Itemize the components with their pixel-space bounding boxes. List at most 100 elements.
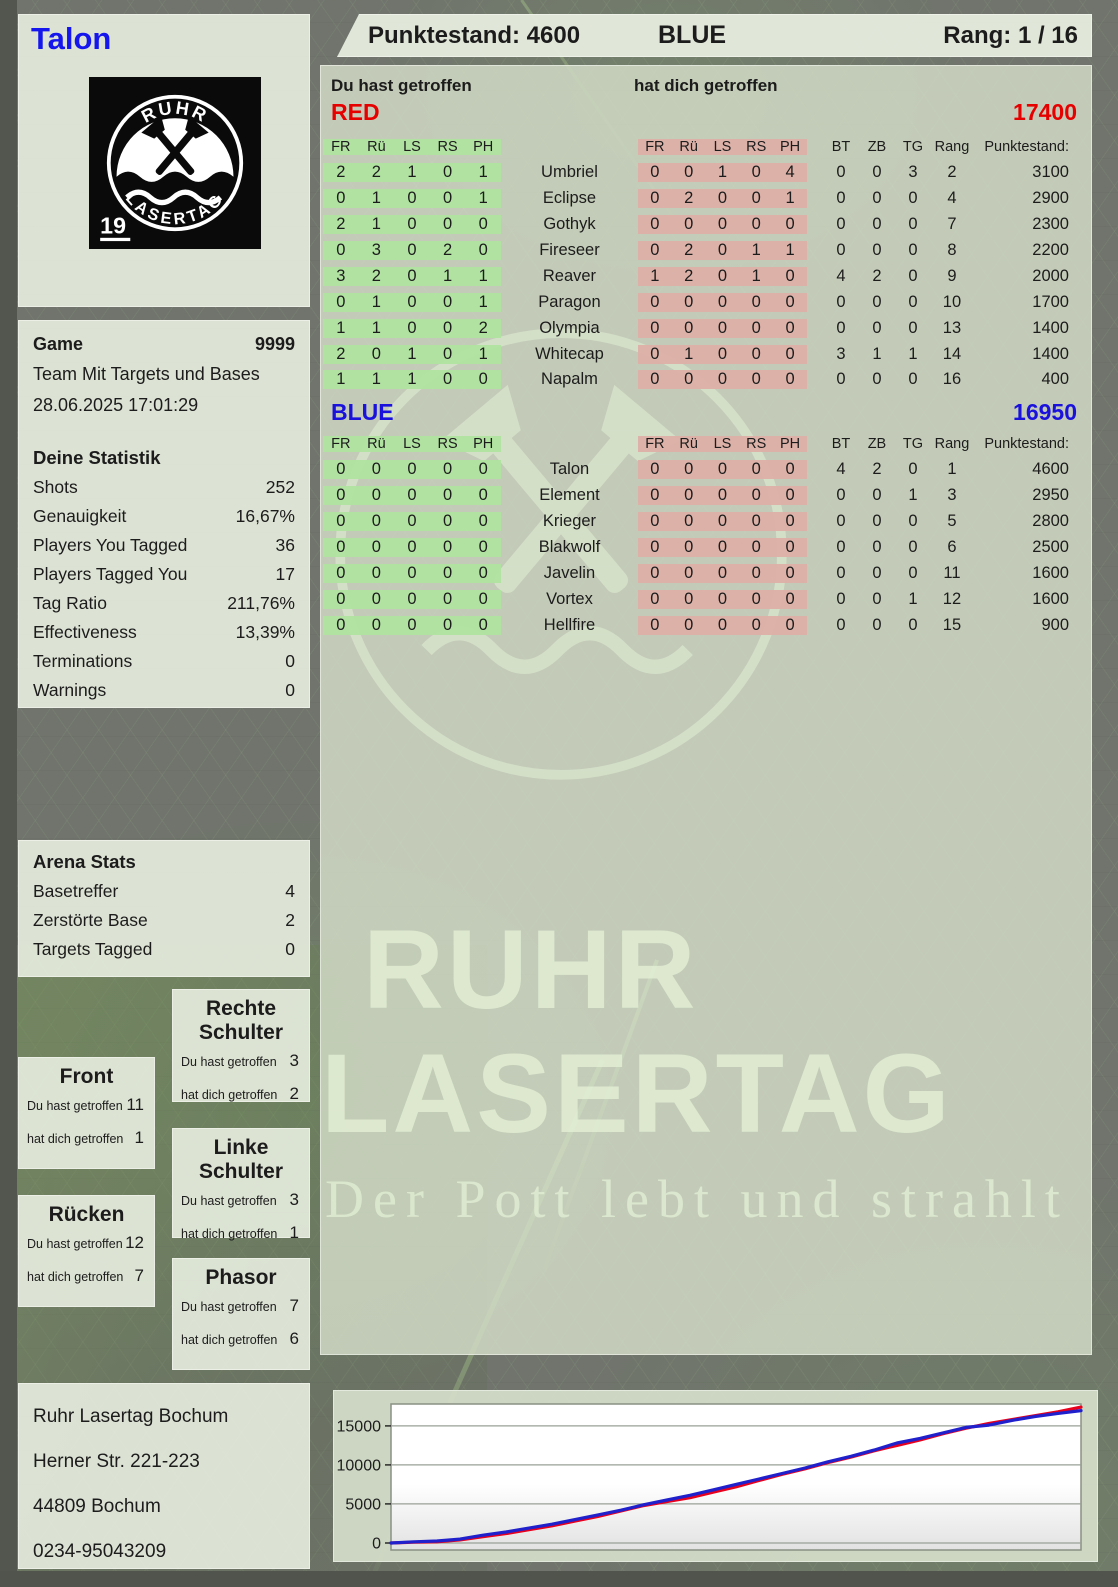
table-cell: 0 xyxy=(705,241,740,260)
table-cell: 0 xyxy=(773,615,807,635)
table-cell: Krieger xyxy=(542,512,597,531)
table-cell: LS xyxy=(394,435,430,452)
badge-number: 19 xyxy=(100,213,126,239)
table-cell: 0 xyxy=(836,189,846,208)
table-cell: 1700 xyxy=(1032,292,1069,311)
table-cell: 2 xyxy=(947,163,957,182)
venue-address-panel: Ruhr Lasertag Bochum Herner Str. 221-223 4… xyxy=(18,1383,310,1569)
table-cell: 0 xyxy=(323,486,359,506)
table-cell: 1600 xyxy=(1032,563,1069,582)
table-cell: 1 xyxy=(947,460,957,479)
stat-row: Effectiveness 13,39% xyxy=(33,618,295,647)
table-cell: 0 xyxy=(739,318,774,338)
score-header-bar: Punktestand: 4600 BLUE Rang: 1 / 16 xyxy=(337,14,1092,57)
table-cell: 0 xyxy=(671,292,706,312)
table-cell: RS xyxy=(429,435,466,452)
table-cell: 0 xyxy=(394,266,430,286)
table-cell: 0 xyxy=(429,615,466,635)
table-cell: 0 xyxy=(394,486,430,506)
table-cell: 0 xyxy=(836,370,846,389)
stat-row: Terminations 0 xyxy=(33,647,295,676)
table-cell: RS xyxy=(429,138,466,155)
player-row: 2 1 0 0 0 Gothyk 0 0 0 0 0 0 0 0 7 2300 xyxy=(323,212,1081,238)
table-cell: 2950 xyxy=(1032,486,1069,505)
player-row: 2 2 1 0 1 Umbriel 0 0 1 0 4 0 0 3 2 3100 xyxy=(323,160,1081,186)
table-cell: 3 xyxy=(323,266,359,286)
table-cell: LS xyxy=(394,138,430,155)
table-cell: 0 xyxy=(323,292,359,312)
table-cell: 0 xyxy=(429,318,466,338)
game-number: 9999 xyxy=(254,334,295,354)
you-hit-value: 12 xyxy=(125,1233,144,1252)
hit-you-value: 7 xyxy=(134,1266,144,1285)
table-cell: 0 xyxy=(773,344,807,364)
table-cell: LS xyxy=(705,435,740,452)
table-cell: 0 xyxy=(773,318,807,338)
table-cell: Rü xyxy=(358,435,395,452)
team-blue-table: FR Rü LS RS PH FR Rü LS RS PH BT ZB TG Rang Punktestan… xyxy=(323,431,1081,638)
table-cell: 0 xyxy=(908,318,918,337)
stat-row: Warnings 0 xyxy=(33,676,295,705)
hit-you-value: 1 xyxy=(134,1128,144,1147)
table-cell: 1 xyxy=(773,241,807,260)
table-cell: 0 xyxy=(358,615,395,635)
header-score: Punktestand: 4600 xyxy=(368,21,581,49)
table-cell: 2900 xyxy=(1032,189,1069,208)
table-cell: 0 xyxy=(872,589,882,608)
table-cell: 2000 xyxy=(1032,266,1069,285)
stat-label: Genauigkeit xyxy=(33,506,127,526)
table-cell: 0 xyxy=(465,512,501,532)
table-cell: 1 xyxy=(358,189,395,209)
table-cell: Paragon xyxy=(538,292,601,311)
score-chart-panel: 0 5000 10000 15000 xyxy=(333,1390,1098,1562)
table-cell: 0 xyxy=(773,215,807,235)
table-cell: 0 xyxy=(358,538,395,557)
table-cell: 0 xyxy=(836,538,846,556)
team-blue-name: BLUE xyxy=(331,399,394,425)
table-cell: 0 xyxy=(872,563,882,582)
table-cell: 16 xyxy=(942,370,962,389)
you-hit-label: Du hast getroffen xyxy=(27,1099,123,1113)
table-cell: 0 xyxy=(705,512,740,532)
table-cell: 0 xyxy=(671,163,706,183)
table-cell: Rü xyxy=(358,138,395,155)
table-cell: 0 xyxy=(872,189,882,208)
table-cell: 0 xyxy=(705,538,740,557)
table-cell: 0 xyxy=(872,215,882,234)
table-cell: 0 xyxy=(465,538,501,557)
bodypart-title: Rücken xyxy=(48,1203,125,1226)
table-cell: Rü xyxy=(671,138,706,155)
ruhr-lasertag-logo-icon: RUHR LASERTAG 19 xyxy=(89,77,261,249)
table-cell: 1 xyxy=(323,370,359,390)
table-cell: PH xyxy=(773,435,807,452)
table-cell: 0 xyxy=(637,344,672,364)
address-lines: Ruhr Lasertag Bochum Herner Str. 221-223 4… xyxy=(33,1394,295,1574)
table-cell: 1 xyxy=(429,266,466,286)
table-cell: 0 xyxy=(429,538,466,557)
your-stats-list: Shots 252 Genauigkeit 16,67% Players You Tag… xyxy=(33,473,295,705)
table-cell: 0 xyxy=(705,189,740,209)
table-cell: 0 xyxy=(323,241,359,260)
table-cell: 12 xyxy=(942,589,962,608)
table-cell: 2300 xyxy=(1032,215,1069,234)
table-cell: 0 xyxy=(773,589,807,609)
bodypart-title: Rechte Schulter xyxy=(198,997,284,1044)
table-cell: 0 xyxy=(671,460,706,480)
table-cell: 0 xyxy=(705,615,740,635)
arena-stats-list: Basetreffer 4 Zerstörte Base 2 Targets Tagge… xyxy=(33,877,295,964)
stat-value: 2 xyxy=(285,910,295,930)
table-cell: 2 xyxy=(323,215,359,235)
table-cell: 0 xyxy=(773,266,807,286)
table-cell: 1 xyxy=(358,292,395,312)
table-cell: 0 xyxy=(739,589,774,609)
table-cell: 14 xyxy=(942,344,962,363)
table-cell: 0 xyxy=(836,292,846,311)
table-cell: 0 xyxy=(323,538,359,557)
table-cell: Fireseer xyxy=(539,241,600,259)
you-hit-label: Du hast getroffen xyxy=(181,1055,277,1069)
you-hit-label: Du hast getroffen xyxy=(27,1237,123,1251)
table-cell: BT xyxy=(831,138,851,155)
table-cell: Element xyxy=(539,486,600,505)
table-cell: 0 xyxy=(872,615,882,634)
logo-wave xyxy=(125,189,223,206)
